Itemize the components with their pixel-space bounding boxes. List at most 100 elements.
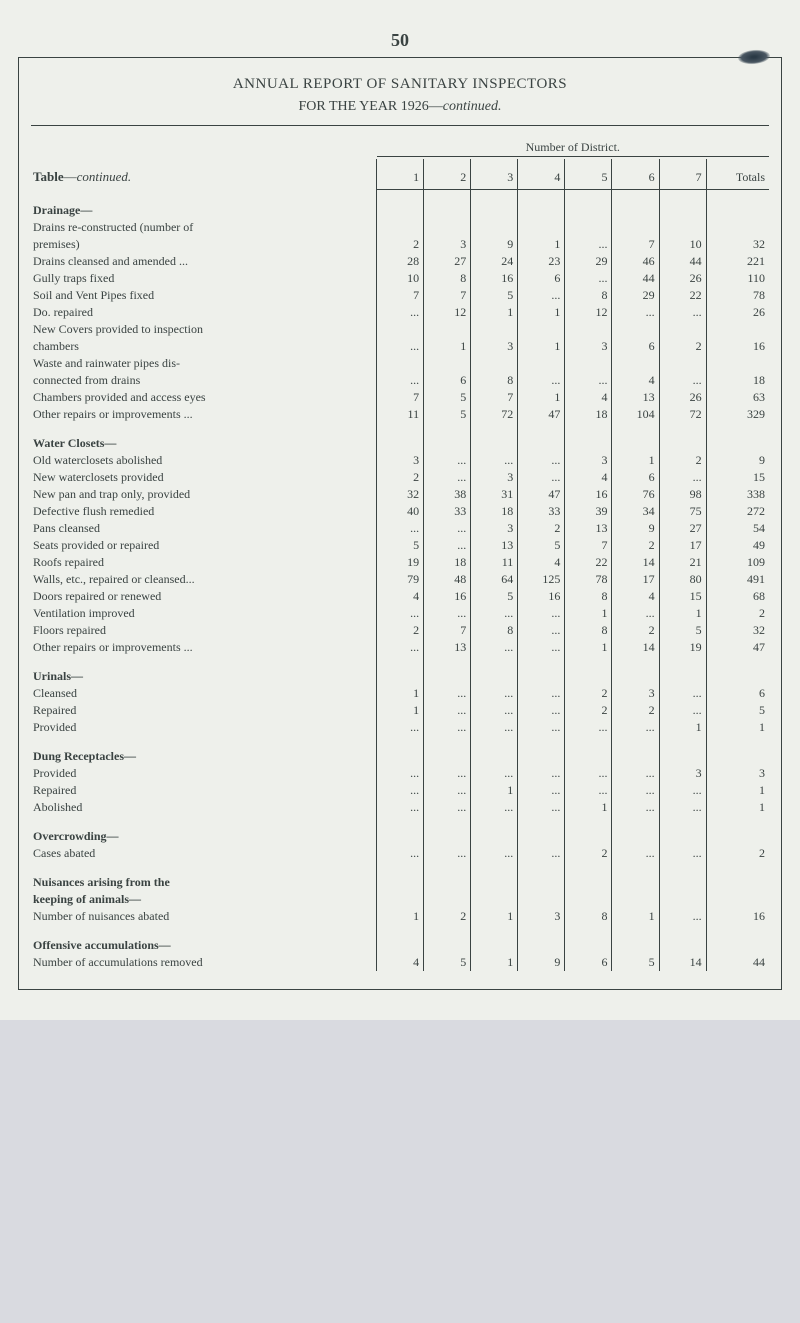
cell: 2 (706, 605, 769, 622)
table-row: Abolished............1......1 (31, 799, 769, 816)
cell: 1 (518, 304, 565, 321)
row-label: Repaired (31, 702, 377, 719)
cell: 4 (565, 469, 612, 486)
cell: 13 (612, 389, 659, 406)
cell: ... (424, 845, 471, 862)
cell: 2 (612, 702, 659, 719)
cell: ... (471, 845, 518, 862)
cell: ... (424, 719, 471, 736)
row-label: Floors repaired (31, 622, 377, 639)
cell: 19 (659, 639, 706, 656)
cell: 2 (659, 338, 706, 355)
cell: 4 (612, 588, 659, 605)
cell: 22 (659, 287, 706, 304)
cell: ... (518, 469, 565, 486)
table-row: Drains re-constructed (number of (31, 219, 769, 236)
cell: 4 (377, 954, 424, 971)
cell: ... (612, 605, 659, 622)
cell: 1 (471, 782, 518, 799)
cell: 1 (377, 908, 424, 925)
cell: 3 (565, 452, 612, 469)
cell: 76 (612, 486, 659, 503)
cell: ... (377, 765, 424, 782)
cell: 5 (659, 622, 706, 639)
cell: ... (659, 908, 706, 925)
cell: 72 (659, 406, 706, 423)
cell: 26 (659, 389, 706, 406)
table-row: Other repairs or improvements ...1157247… (31, 406, 769, 423)
cell: 9 (612, 520, 659, 537)
cell: ... (565, 765, 612, 782)
document-page: 50 ANNUAL REPORT OF SANITARY INSPECTORS … (0, 0, 800, 1020)
cell: ... (471, 765, 518, 782)
cell: 33 (424, 503, 471, 520)
col-header-7: 7 (659, 159, 706, 189)
cell: ... (424, 605, 471, 622)
cell: 54 (706, 520, 769, 537)
cell: 18 (565, 406, 612, 423)
table-row: chambers...13136216 (31, 338, 769, 355)
cell: 40 (377, 503, 424, 520)
cell: 5 (424, 954, 471, 971)
cell: 4 (518, 554, 565, 571)
cell: 7 (424, 287, 471, 304)
table-row: Cleansed1.........23...6 (31, 685, 769, 702)
col-header-6: 6 (612, 159, 659, 189)
cell: 11 (471, 554, 518, 571)
table-row: Other repairs or improvements ......13..… (31, 639, 769, 656)
cell: ... (659, 799, 706, 816)
cell: 75 (659, 503, 706, 520)
row-label: Soil and Vent Pipes fixed (31, 287, 377, 304)
cell: 18 (424, 554, 471, 571)
section-heading-row: Drainage— (31, 202, 769, 219)
cell: 44 (612, 270, 659, 287)
cell: 5 (706, 702, 769, 719)
section-heading-row-2: keeping of animals— (31, 891, 769, 908)
cell: 17 (659, 537, 706, 554)
cell (471, 355, 518, 372)
cell: 5 (424, 406, 471, 423)
cell (565, 355, 612, 372)
cell: 221 (706, 253, 769, 270)
cell (377, 219, 424, 236)
cell: 109 (706, 554, 769, 571)
cell: 13 (471, 537, 518, 554)
cell: 98 (659, 486, 706, 503)
cell: 16 (424, 588, 471, 605)
cell: 2 (377, 469, 424, 486)
cell: 63 (706, 389, 769, 406)
cell: 11 (377, 406, 424, 423)
cell: 329 (706, 406, 769, 423)
report-title: ANNUAL REPORT OF SANITARY INSPECTORS (31, 76, 769, 93)
cell: 1 (565, 799, 612, 816)
table-row: Do. repaired...121112......26 (31, 304, 769, 321)
row-label: Repaired (31, 782, 377, 799)
section-heading-row: Nuisances arising from the (31, 874, 769, 891)
cell: ... (518, 605, 565, 622)
report-subtitle: FOR THE YEAR 1926—continued. (31, 99, 769, 115)
cell: ... (612, 799, 659, 816)
table-row: Seats provided or repaired5...135721749 (31, 537, 769, 554)
cell: 5 (471, 287, 518, 304)
table-row: New pan and trap only, provided323831471… (31, 486, 769, 503)
cell: 27 (424, 253, 471, 270)
cell: 16 (706, 338, 769, 355)
row-label: connected from drains (31, 372, 377, 389)
cell: 4 (565, 389, 612, 406)
table-row: Doors repaired or renewed416516841568 (31, 588, 769, 605)
cell: 39 (565, 503, 612, 520)
cell: 9 (706, 452, 769, 469)
section-heading: Dung Receptacles— (31, 748, 377, 765)
cell: 14 (659, 954, 706, 971)
cell: 2 (612, 622, 659, 639)
cell: 16 (471, 270, 518, 287)
cell: 32 (706, 622, 769, 639)
cell: ... (612, 719, 659, 736)
cell: ... (612, 765, 659, 782)
cell: ... (471, 685, 518, 702)
cell: 491 (706, 571, 769, 588)
cell (424, 355, 471, 372)
cell: 3 (612, 685, 659, 702)
cell: 3 (706, 765, 769, 782)
cell: 8 (471, 622, 518, 639)
